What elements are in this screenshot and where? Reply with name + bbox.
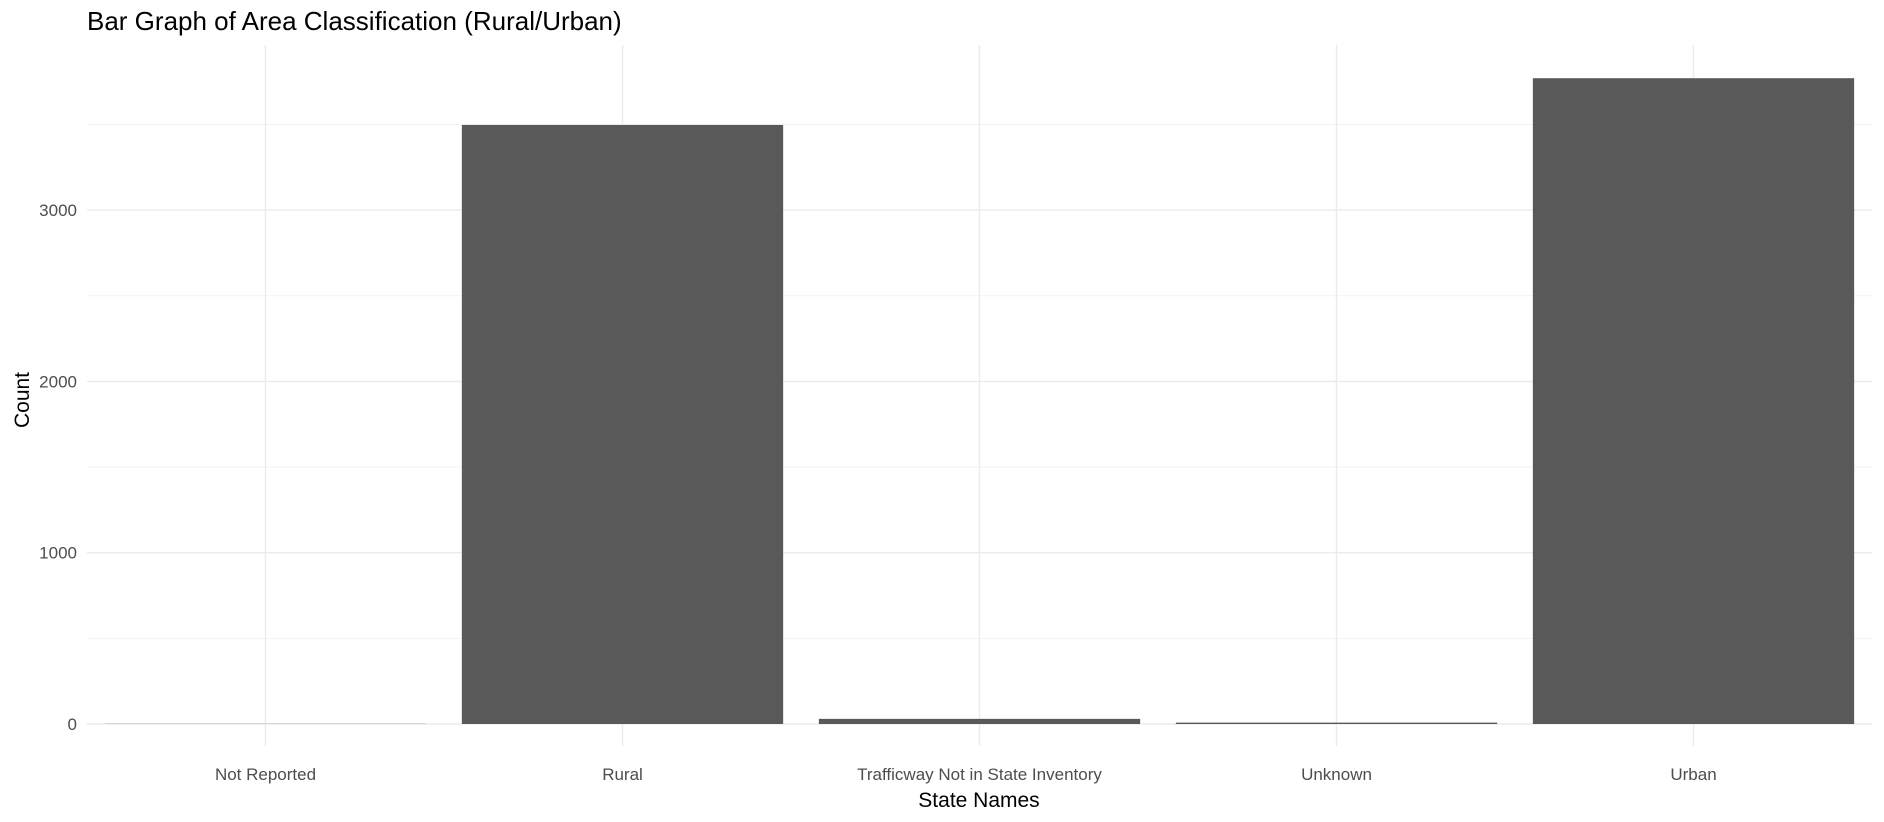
x-tick-label: Unknown bbox=[1301, 765, 1372, 784]
y-tick-label: 3000 bbox=[39, 201, 77, 220]
chart-title: Bar Graph of Area Classification (Rural/… bbox=[87, 6, 622, 36]
bar bbox=[1175, 722, 1498, 724]
x-axis-ticks: Not Reported Rural Trafficway Not in State… bbox=[215, 765, 1717, 784]
x-tick-label: Urban bbox=[1670, 765, 1716, 784]
x-axis-title: State Names bbox=[918, 789, 1039, 812]
y-axis-title: Count bbox=[11, 372, 34, 428]
bar bbox=[1532, 78, 1855, 725]
y-tick-label: 1000 bbox=[39, 544, 77, 563]
x-tick-label: Trafficway Not in State Inventory bbox=[857, 765, 1102, 784]
bars bbox=[104, 78, 1855, 725]
y-tick-label: 0 bbox=[68, 715, 77, 734]
bar bbox=[461, 124, 784, 725]
y-axis-ticks: 0 1000 2000 3000 bbox=[39, 201, 77, 734]
y-tick-label: 2000 bbox=[39, 372, 77, 391]
bar bbox=[818, 718, 1141, 724]
x-tick-label: Not Reported bbox=[215, 765, 316, 784]
x-tick-label: Rural bbox=[602, 765, 643, 784]
